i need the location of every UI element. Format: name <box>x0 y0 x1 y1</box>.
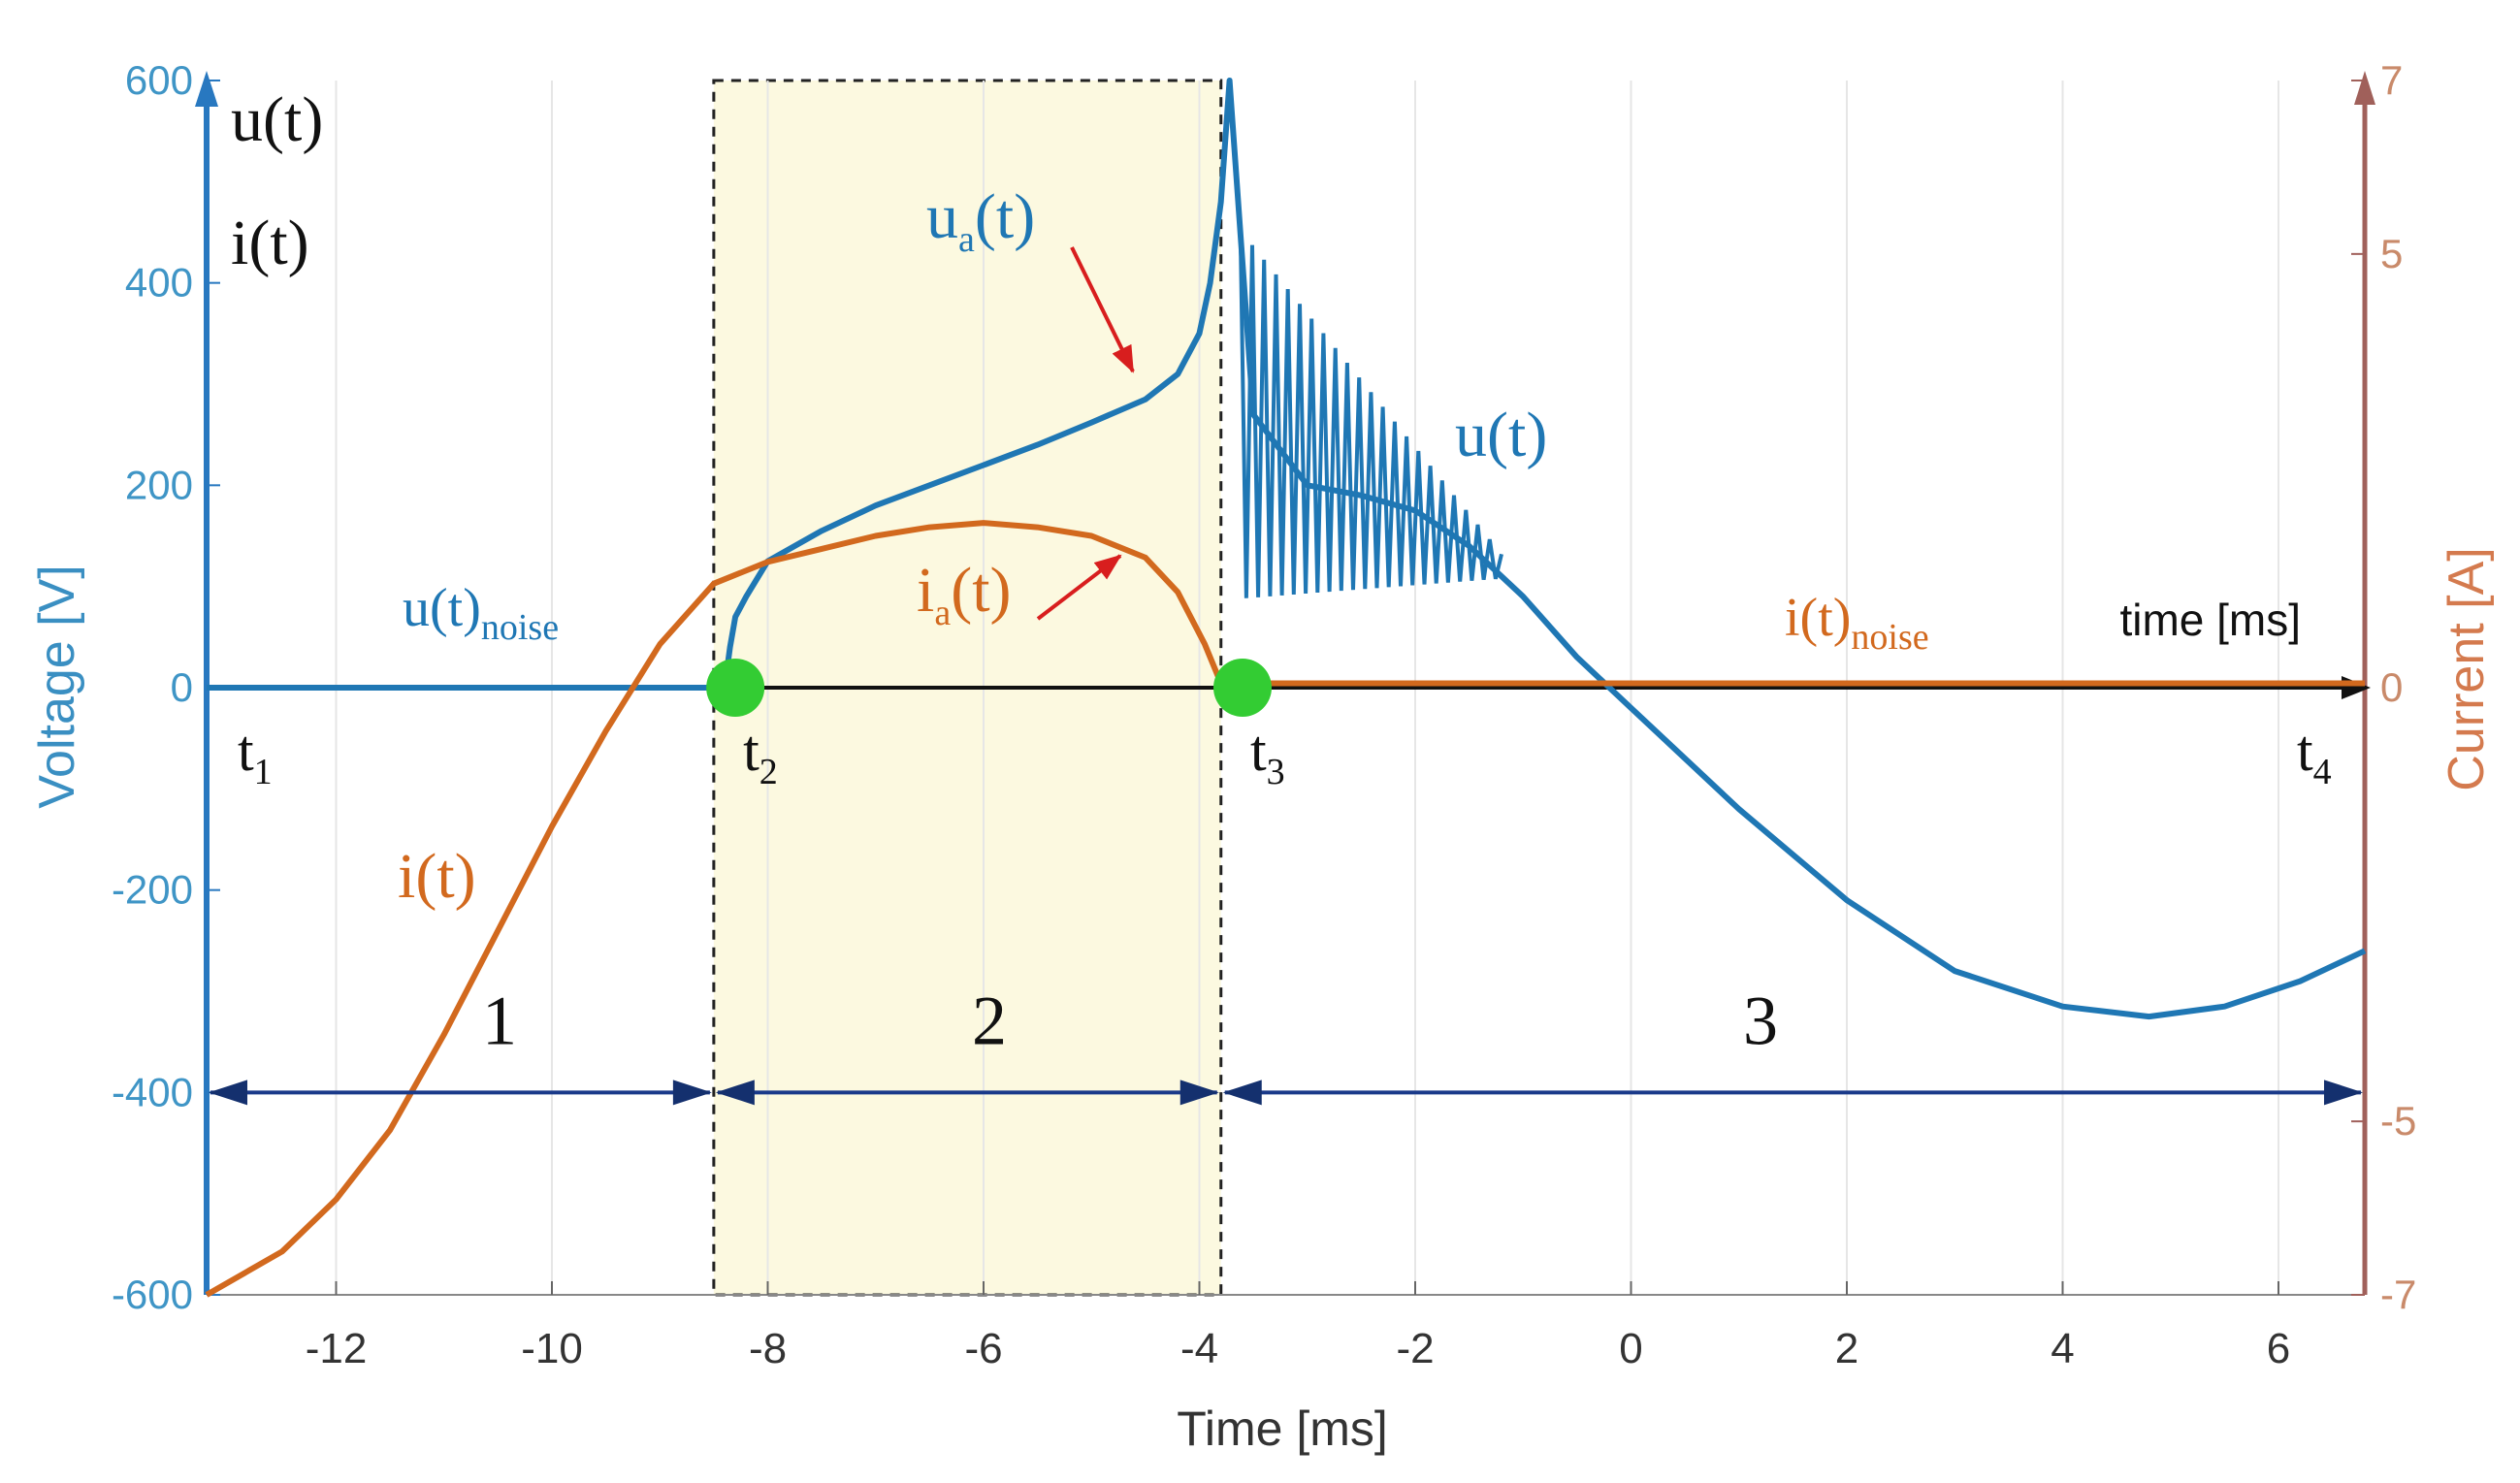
region-arrow-left <box>1222 1080 1262 1106</box>
label-i: i(t) <box>398 841 476 912</box>
voltage-tick-label: 0 <box>171 664 193 710</box>
corner-label-i: i(t) <box>231 208 309 278</box>
time-marker-t2: t2 <box>743 719 778 792</box>
x-tick-label: -8 <box>749 1325 787 1372</box>
x-tick-label: -2 <box>1396 1325 1434 1372</box>
voltage-series-line <box>207 78 2367 1020</box>
current-tick-label: -7 <box>2380 1272 2416 1317</box>
voltage-ringing <box>1238 230 1503 598</box>
current-tick-label: 0 <box>2380 664 2403 710</box>
region-arrow-right <box>2324 1080 2363 1106</box>
voltage-tick-label: 200 <box>125 462 193 507</box>
region-label-1: 1 <box>482 982 517 1059</box>
key-point-marker <box>1213 659 1272 717</box>
current-tick-label: 7 <box>2380 57 2403 103</box>
corner-label-u: u(t) <box>231 84 323 155</box>
label-u: u(t) <box>1455 400 1547 470</box>
label-i-noise: i(t)noise <box>1785 588 1929 658</box>
time-marker-t3: t3 <box>1250 719 1285 792</box>
voltage-tick-label: -400 <box>112 1069 193 1114</box>
x-tick-label: 6 <box>2267 1325 2290 1372</box>
time-marker-t1: t1 <box>238 719 273 792</box>
current-series-line <box>205 520 2365 1298</box>
x-tick-label: 4 <box>2051 1325 2074 1372</box>
current-tick-label: -5 <box>2380 1098 2416 1144</box>
x-tick-label: -12 <box>306 1325 368 1372</box>
voltage-tick-label: 600 <box>125 57 193 103</box>
voltage-tick-label: -600 <box>112 1272 193 1317</box>
current-tick-label: 5 <box>2380 231 2403 276</box>
x-axis-title: Time [ms] <box>1177 1402 1388 1456</box>
label-ua: ua(t) <box>926 181 1035 260</box>
x-tick-label: 2 <box>1835 1325 1858 1372</box>
x-tick-label: -4 <box>1180 1325 1218 1372</box>
ua-annotation-arrow <box>1070 246 1135 373</box>
region-label-3: 3 <box>1743 982 1778 1059</box>
region-arrow-right <box>672 1080 712 1106</box>
left-axis-arrow <box>195 71 218 107</box>
x-tick-label: -10 <box>521 1325 583 1372</box>
right-axis-arrow <box>2354 71 2375 105</box>
y-axis-title-current: Current [A] <box>2439 547 2495 790</box>
voltage-tick-label: 400 <box>125 260 193 306</box>
y-axis-title-voltage: Voltage [V] <box>29 564 85 809</box>
key-point-marker <box>706 659 765 717</box>
label-ia: ia(t) <box>917 555 1012 633</box>
region-arrow-left <box>209 1080 247 1106</box>
x-tick-label: 0 <box>1619 1325 1642 1372</box>
ia-annotation-arrow <box>1036 554 1122 621</box>
time-marker-t4: t4 <box>2297 719 2332 792</box>
voltage-tick-label: -200 <box>112 867 193 913</box>
region-arrow-right <box>1179 1080 1219 1106</box>
region-arrow-left <box>715 1080 755 1106</box>
x-tick-label: -6 <box>964 1325 1002 1372</box>
region-label-2: 2 <box>972 982 1007 1059</box>
time-axis-label: time [ms] <box>2119 595 2301 645</box>
label-u-noise: u(t)noise <box>403 578 559 648</box>
